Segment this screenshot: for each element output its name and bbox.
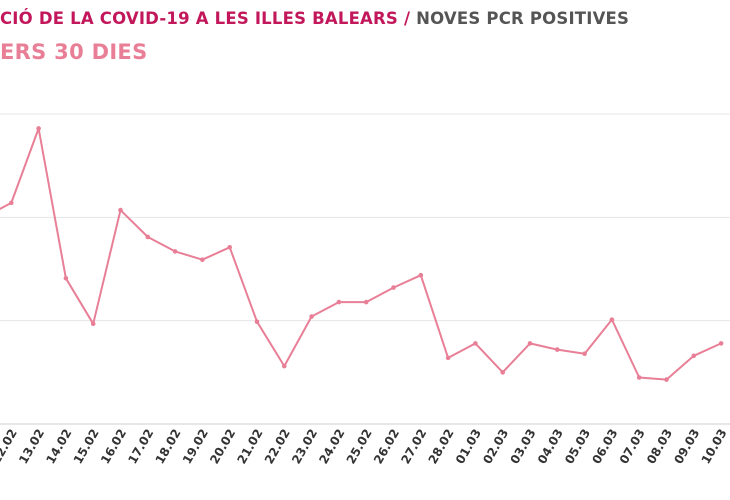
data-point bbox=[391, 285, 396, 290]
x-tick-label: 04.03 bbox=[535, 427, 566, 467]
x-tick-label: 18.02 bbox=[153, 427, 184, 467]
x-tick-label: 25.02 bbox=[344, 427, 375, 467]
data-point bbox=[363, 299, 369, 305]
x-tick-label: 17.02 bbox=[125, 427, 156, 467]
data-point bbox=[718, 341, 724, 346]
x-tick-label: 19.02 bbox=[180, 427, 211, 467]
data-point bbox=[473, 341, 478, 346]
x-tick-label: 21.02 bbox=[234, 427, 265, 467]
data-point bbox=[118, 207, 123, 213]
chart-title-main: CIÓ DE LA COVID-19 A LES ILLES BALEARS bbox=[0, 9, 399, 28]
x-tick-label: 01.03 bbox=[453, 427, 484, 467]
chart-subtitle: ERS 30 DIES bbox=[0, 40, 148, 64]
x-tick-label: 06.03 bbox=[589, 427, 620, 467]
chart-title-metric: NOVES PCR POSITIVES bbox=[416, 9, 630, 28]
chart-title: CIÓ DE LA COVID-19 A LES ILLES BALEARS /… bbox=[0, 9, 629, 28]
x-tick-label: 16.02 bbox=[98, 427, 129, 467]
data-point bbox=[664, 377, 669, 382]
data-point bbox=[9, 200, 14, 206]
x-tick-label: 14.02 bbox=[43, 427, 74, 467]
x-tick-label: 24.02 bbox=[316, 427, 347, 467]
x-tick-label: 07.03 bbox=[617, 427, 648, 467]
data-point bbox=[418, 272, 424, 278]
data-point bbox=[309, 314, 314, 319]
data-point bbox=[63, 276, 69, 281]
x-tick-label: 03.03 bbox=[507, 427, 538, 467]
x-tick-label: 20.02 bbox=[207, 427, 238, 467]
data-point bbox=[636, 375, 642, 380]
data-point bbox=[555, 347, 560, 352]
data-point bbox=[691, 353, 697, 359]
series-line bbox=[0, 127, 722, 381]
x-tick-label: 27.02 bbox=[398, 427, 429, 467]
x-tick-label: 26.02 bbox=[371, 427, 402, 467]
x-tick-label: 08.03 bbox=[644, 427, 675, 467]
x-tick-label: 15.02 bbox=[71, 427, 102, 467]
data-point bbox=[172, 249, 178, 254]
data-point bbox=[582, 351, 587, 357]
data-point bbox=[336, 299, 342, 305]
chart-title-separator: / bbox=[398, 9, 417, 28]
data-point bbox=[200, 257, 205, 263]
x-tick-label: 02.03 bbox=[480, 427, 511, 467]
data-point bbox=[527, 341, 533, 346]
x-tick-label: 22.02 bbox=[262, 427, 293, 467]
data-point bbox=[500, 370, 506, 375]
x-tick-label: 13.02 bbox=[16, 427, 47, 467]
data-point bbox=[227, 245, 232, 250]
data-point bbox=[90, 321, 96, 327]
x-tick-label: 10.03 bbox=[699, 427, 730, 467]
x-tick-label: 09.03 bbox=[671, 427, 702, 467]
data-point bbox=[282, 363, 287, 369]
data-point bbox=[254, 319, 260, 325]
data-point bbox=[445, 355, 451, 361]
data-point bbox=[36, 126, 41, 131]
x-tick-label: 23.02 bbox=[289, 427, 320, 467]
x-tick-label: 28.02 bbox=[426, 427, 457, 467]
x-tick-label: 05.03 bbox=[562, 427, 593, 467]
data-point bbox=[145, 234, 151, 240]
data-point bbox=[609, 317, 615, 322]
